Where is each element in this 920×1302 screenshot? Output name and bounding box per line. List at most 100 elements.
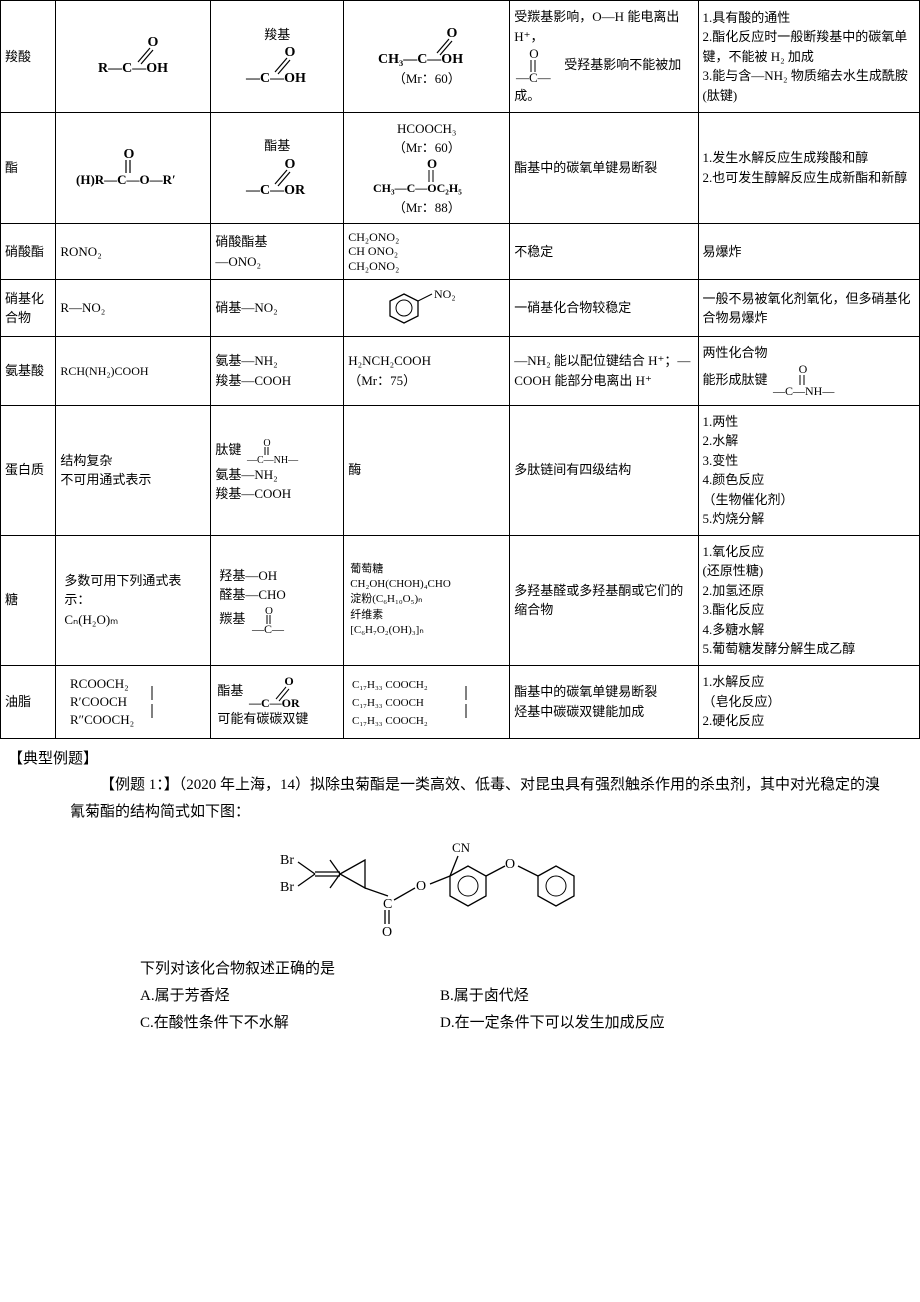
svg-text:—C—OR: —C—OR [248,696,300,709]
row-nitrate-ester: 硝酸酯 RONO₂ 硝酸酯基 —ONO₂ CH₂ONO₂ CH ONO₂ CH₂… [1,224,920,280]
svg-text:CH₃—C—OC₂H₅: CH₃—C—OC₂H₅ [373,181,462,195]
svg-text:C₁₇H₃₃ COOCH: C₁₇H₃₃ COOCH [352,697,424,709]
properties: 易爆炸 [698,224,919,280]
option-a: A.属于芳香烃 [140,983,440,1010]
example: CH₂ONO₂ CH ONO₂ CH₂ONO₂ [344,224,510,280]
functional-group: 酯基 O —C—OR 可能有碳碳双键 [211,665,344,738]
properties: 1.氧化反应 (还原性糖) 2.加氢还原 3.酯化反应 4.多糖水解 5.葡萄糖… [698,535,919,665]
svg-text:C₁₇H₃₃ COOCH₂: C₁₇H₃₃ COOCH₂ [352,715,428,727]
svg-text:O: O [124,147,135,162]
general-formula: R—NO₂ [56,280,211,337]
properties: 一般不易被氧化剂氧化，但多硝基化合物易爆炸 [698,280,919,337]
row-sugar: 糖 多数可用下列通式表示： Cₙ(H₂O)ₘ 羟基—OH 醛基—CHO 羰基 O… [1,535,920,665]
properties: 两性化合物 能形成肽键 O —C—NH— [698,337,919,406]
svg-text:O: O [285,157,296,172]
general-formula: RONO₂ [56,224,211,280]
name: 硝基化合物 [1,280,56,337]
ester-general-svg: O (H)R—C—O—R′ [73,146,193,190]
ester-group-svg: O —C—OR [242,156,312,200]
general-formula: RCH(NH₂)COOH [56,337,211,406]
option-c: C.在酸性条件下不水解 [140,1010,440,1037]
example: C₁₇H₃₃ COOCH₂ C₁₇H₃₃ COOCH C₁₇H₃₃ COOCH₂ [344,665,510,738]
example: 葡萄糖 CH₂OH(CHOH)₄CHO 淀粉(C₆H₁₀O₅)ₙ 纤维素 [C₆… [344,535,510,665]
properties: 1.发生水解反应生成羧酸和醇 2.也可发生醇解反应生成新酯和新醇 [698,112,919,224]
structure-notes: —NH₂ 能以配位键结合 H⁺；—COOH 能部分电离出 H⁺ [510,337,698,406]
svg-text:—C—NH—: —C—NH— [246,455,299,465]
svg-text:O: O [382,925,392,940]
name: 硝酸酯 [1,224,56,280]
general-formula: 多数可用下列通式表示： Cₙ(H₂O)ₘ [56,535,211,665]
functional-group: 酯基 O —C—OR [211,112,344,224]
option-d: D.在一定条件下可以发生加成反应 [440,1010,665,1037]
example: H₂NCH₂COOH （Mr：75） [344,337,510,406]
properties: 1.水解反应 （皂化反应） 2.硬化反应 [698,665,919,738]
svg-text:O: O [265,605,273,617]
carboxylic-general-svg: O R—C—OH [88,34,178,78]
name: 蛋白质 [1,405,56,535]
name: 油脂 [1,665,56,738]
deltamethrin-svg: Br Br C O O CN O [270,836,650,946]
functional-group: 肽键 O —C—NH— 氨基—NH₂ 羧基—COOH [211,405,344,535]
nitrobenzene-svg: NO₂ [382,286,472,330]
row-ester: 酯 O (H)R—C—O—R′ 酯基 O —C—OR HCOOCH₃ （Mr：6… [1,112,920,224]
question-block: 下列对该化合物叙述正确的是 A.属于芳香烃 B.属于卤代烃 C.在酸性条件下不水… [140,956,920,1037]
ethyl-acetate-svg: O CH₃—C—OC₂H₅ [367,158,487,198]
name: 羧酸 [1,1,56,113]
fat-general-svg: RCOOCH₂ R′COOCH R″COOCH₂ [60,672,170,732]
general-formula: RCOOCH₂ R′COOCH R″COOCH₂ [56,665,211,738]
question-text: 下列对该化合物叙述正确的是 [140,956,920,983]
structure-notes: 酯基中的碳氧单键易断裂 烃基中碳碳双键能加成 [510,665,698,738]
svg-text:O: O [416,879,426,894]
carbonyl-group-svg: O —C— [249,605,289,635]
example: O CH₃—C—OH （Mr：60） [344,1,510,113]
svg-text:Br: Br [280,880,294,895]
svg-text:O: O [284,675,293,688]
svg-text:C: C [383,897,392,912]
general-formula: O (H)R—C—O—R′ [56,112,211,224]
deltamethrin-structure: Br Br C O O CN O [0,836,920,946]
example-title: 【例题 1：】（2020 年上海，14）拟除虫菊酯是一类高效、低毒、对昆虫具有强… [70,772,890,826]
svg-text:—C—NH—: —C—NH— [772,384,835,398]
functional-group: 羟基—OH 醛基—CHO 羰基 O —C— [211,535,344,665]
row-amino-acid: 氨基酸 RCH(NH₂)COOH 氨基—NH₂ 羧基—COOH H₂NCH₂CO… [1,337,920,406]
svg-text:R′COOCH: R′COOCH [70,694,127,709]
svg-text:C₁₇H₃₃ COOCH₂: C₁₇H₃₃ COOCH₂ [352,679,428,691]
svg-text:—C—: —C— [251,622,285,635]
row-nitro-compound: 硝基化合物 R—NO₂ 硝基—NO₂ NO₂ 一硝基化合物较稳定 一般不易被氧化… [1,280,920,337]
svg-text:—C—: —C— [515,70,552,85]
fat-example-svg: C₁₇H₃₃ COOCH₂ C₁₇H₃₃ COOCH C₁₇H₃₃ COOCH₂ [348,672,488,732]
properties: 1.具有酸的通性 2.酯化反应时一般断羧基中的碳氧单键，不能被 H₂ 加成 3.… [698,1,919,113]
peptide-group-svg: O —C—NH— [245,437,305,465]
general-formula: 结构复杂 不可用通式表示 [56,405,211,535]
functional-group: 硝酸酯基 —ONO₂ [211,224,344,280]
example: NO₂ [344,280,510,337]
carboxyl-group-svg: O —C—OH [242,44,312,88]
svg-text:NO₂: NO₂ [434,287,456,301]
row-fat: 油脂 RCOOCH₂ R′COOCH R″COOCH₂ 酯基 O —C—OR 可… [1,665,920,738]
general-formula: O R—C—OH [56,1,211,113]
svg-text:O: O [446,26,457,41]
example: 酶 [344,405,510,535]
structure-notes: 不稳定 [510,224,698,280]
name: 酯 [1,112,56,224]
svg-text:O: O [798,363,807,376]
name: 氨基酸 [1,337,56,406]
name: 糖 [1,535,56,665]
example: HCOOCH₃ （Mr：60） O CH₃—C—OC₂H₅ （Mr：88） [344,112,510,224]
svg-text:—C—OH: —C—OH [245,71,306,86]
row-protein: 蛋白质 结构复杂 不可用通式表示 肽键 O —C—NH— 氨基—NH₂ 羧基—C… [1,405,920,535]
svg-text:CN: CN [452,840,471,855]
structure-notes: 多羟基醛或多羟基酮或它们的缩合物 [510,535,698,665]
svg-text:O: O [148,35,159,50]
svg-text:O: O [530,46,539,61]
functional-group: 羧基 O —C—OH [211,1,344,113]
acetic-acid-svg: O CH₃—C—OH [372,25,482,69]
svg-text:CH₃—C—OH: CH₃—C—OH [378,52,463,67]
structure-notes: 多肽链间有四级结构 [510,405,698,535]
structure-notes: 酯基中的碳氧单键易断裂 [510,112,698,224]
svg-text:O: O [263,438,270,449]
svg-text:O: O [505,857,515,872]
row-carboxylic-acid: 羧酸 O R—C—OH 羧基 O —C—OH O CH₃—C—O [1,1,920,113]
option-b: B.属于卤代烃 [440,983,529,1010]
ester-group-small-svg: O —C—OR [247,675,307,709]
